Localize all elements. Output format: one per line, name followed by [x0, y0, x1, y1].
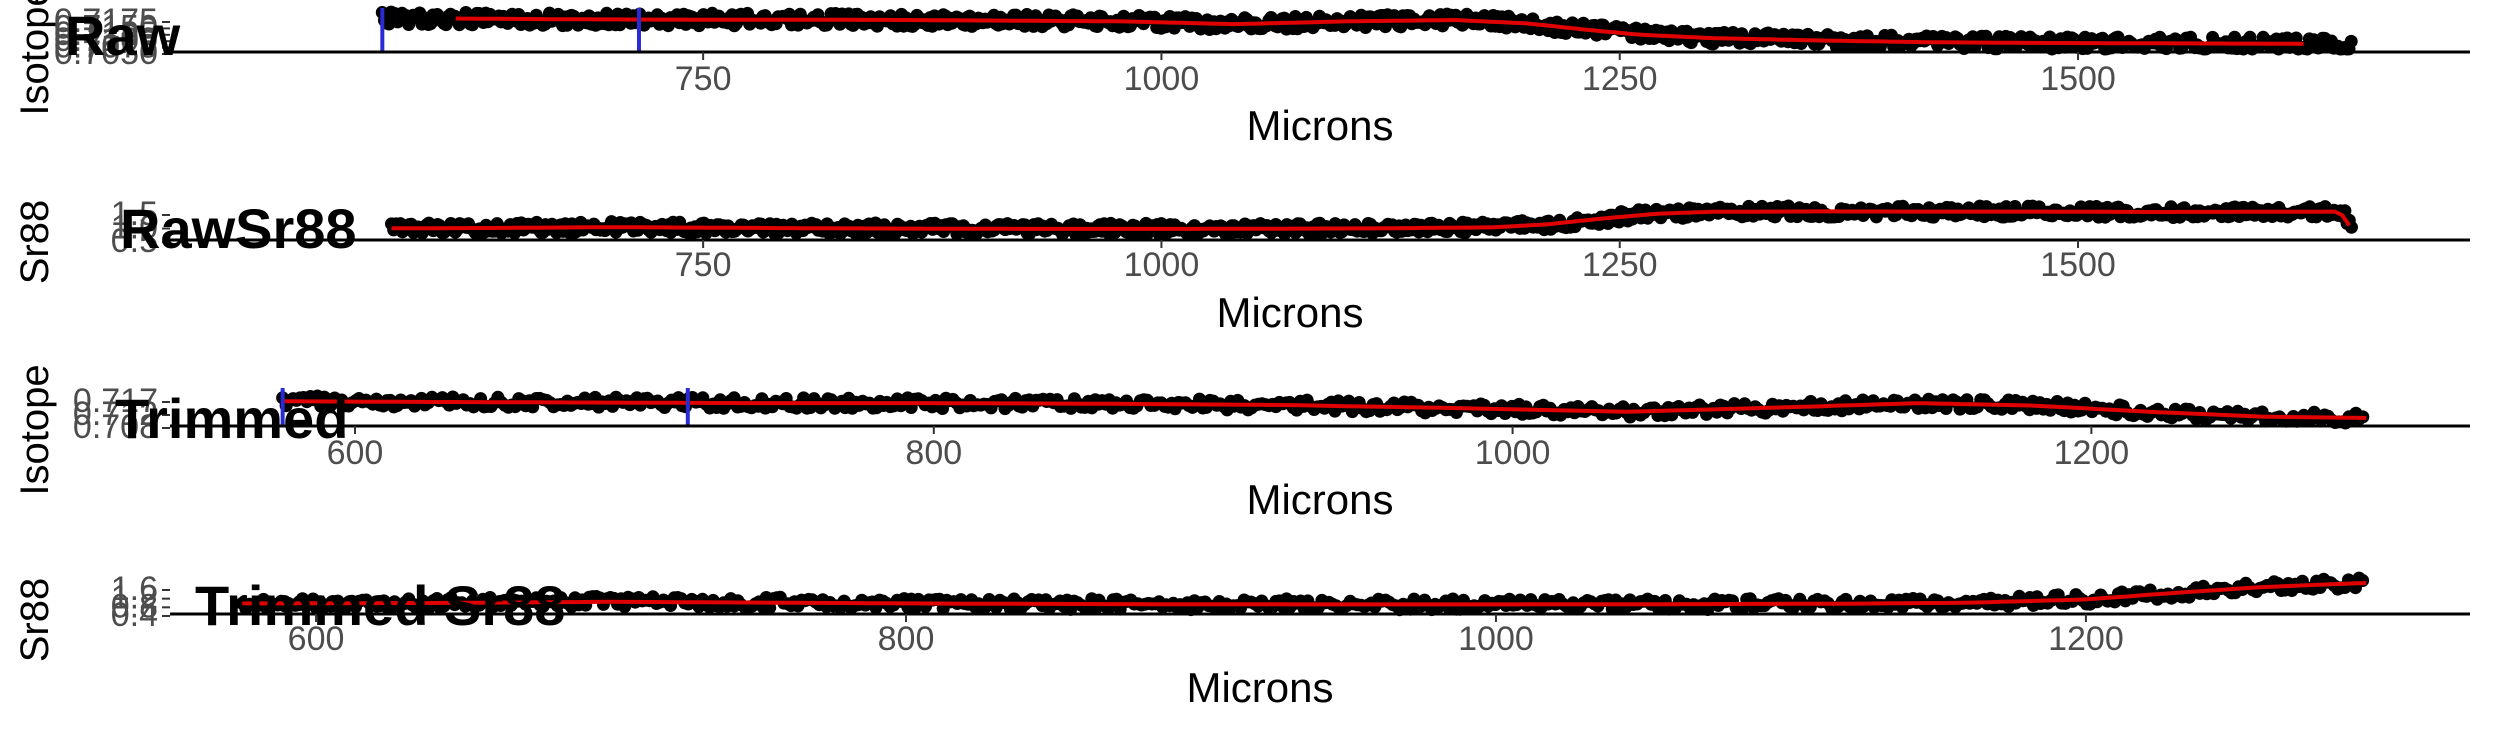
x-tick-label: 1250	[1582, 246, 1658, 284]
x-tick-label: 1000	[1475, 434, 1551, 472]
fit-line	[391, 209, 2351, 231]
y-tick-label: 0.7175	[54, 2, 158, 40]
y-tick-label: 1.0	[111, 209, 158, 247]
y-tick-label: 0.708	[73, 408, 158, 446]
x-tick-label: 1000	[1124, 246, 1200, 284]
panel-1: Isotope0.71750.71500.71250.71000.70750.7…	[13, 0, 2470, 149]
panel-title: Trimmed	[115, 387, 348, 450]
x-tick-label: 1000	[1458, 620, 1534, 658]
x-tick-label: 1500	[2040, 246, 2116, 284]
y-tick-label: 0.7150	[54, 8, 158, 46]
y-tick-label: 0.7075	[54, 28, 158, 66]
panel-title: Raw	[65, 4, 181, 67]
x-axis-label: Microns	[1246, 102, 1393, 149]
y-tick-label: 1.5	[111, 195, 158, 233]
y-tick-label: 0.5	[111, 222, 158, 260]
x-tick-label: 1000	[1124, 60, 1200, 98]
panel-title: RawSr88	[120, 197, 357, 260]
x-tick-label: 750	[675, 246, 732, 284]
x-tick-label: 800	[905, 434, 962, 472]
y-tick-label: 0.7125	[54, 15, 158, 53]
y-tick-label: 1.6	[111, 570, 158, 608]
x-tick-label: 1200	[2048, 620, 2124, 658]
y-axis-label: Sr88	[13, 200, 57, 285]
y-axis-label: Sr88	[13, 578, 57, 663]
x-tick-label: 750	[675, 60, 732, 98]
x-tick-label: 600	[288, 620, 345, 658]
y-tick-label: 1.2	[111, 579, 158, 617]
y-tick-label: 0.7100	[54, 21, 158, 59]
panel-2: Sr88 1.51.00.5 750 1000 1250 1500 Microns RawSr…	[13, 195, 2470, 336]
y-tick-label: 0.7050	[54, 34, 158, 72]
data-point	[2289, 31, 2303, 45]
y-tick-label: 0.8	[111, 587, 158, 625]
data-point	[1446, 592, 1460, 606]
data-points	[375, 5, 2358, 56]
y-tick-label: 0.712	[73, 395, 158, 433]
y-axis-label: Isotope	[13, 0, 57, 116]
data-point	[2344, 34, 2358, 48]
data-point	[2228, 30, 2242, 44]
fit-line	[282, 399, 2367, 420]
x-axis-label: Microns	[1186, 664, 1333, 711]
fit-line	[455, 16, 2304, 46]
y-tick-label: 0.717	[73, 382, 158, 420]
y-tick-label: 0.4	[111, 596, 158, 634]
panel-4: Sr88 1.61.20.80.4 600 800 1000 1200 Microns Tri…	[13, 570, 2470, 711]
data-points	[385, 199, 2358, 241]
data-point	[1359, 21, 1373, 34]
y-axis-label: Isotope	[13, 364, 57, 495]
x-tick-label: 600	[327, 434, 384, 472]
data-points	[276, 389, 2370, 430]
x-tick-label: 1500	[2040, 60, 2116, 98]
x-tick-label: 1250	[1582, 60, 1658, 98]
x-axis-label: Microns	[1246, 476, 1393, 523]
x-axis-label: Microns	[1216, 289, 1363, 336]
fit-line	[242, 581, 2367, 607]
x-tick-label: 800	[878, 620, 935, 658]
panel-title: Trimmed Sr88	[195, 574, 565, 637]
x-tick-label: 1200	[2054, 434, 2130, 472]
